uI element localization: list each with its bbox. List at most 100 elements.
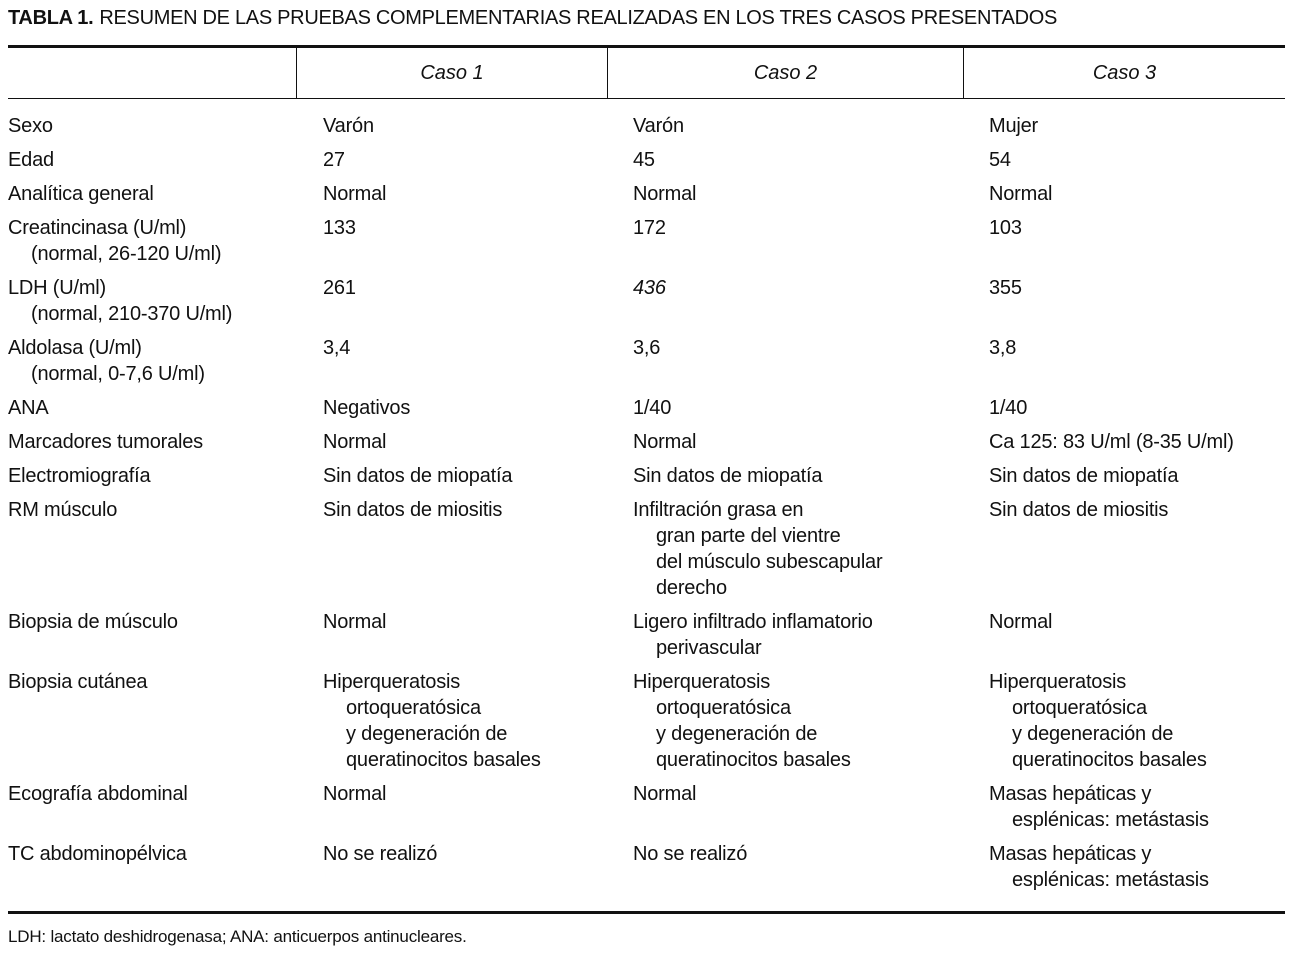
- cell-line: Hiperqueratosis: [323, 671, 461, 693]
- cell-line: 1/40: [989, 397, 1028, 419]
- row-label: Edad: [8, 147, 54, 173]
- cell-caso-1: Negativos: [323, 395, 410, 421]
- cell-line: 133: [323, 217, 356, 239]
- cell-line: Negativos: [323, 397, 411, 419]
- cell-line: Masas hepáticas y: [989, 783, 1152, 805]
- table-row: Biopsia cutánea Hiperqueratosis ortoquerat…: [0, 665, 1298, 777]
- cell-caso-1: Normal: [323, 781, 386, 807]
- top-rule: [8, 45, 1285, 48]
- row-label: Aldolasa (U/ml) (normal, 0-7,6 U/ml): [8, 335, 205, 387]
- cell-line: Normal: [323, 183, 387, 205]
- header-caso-1: Caso 1: [420, 61, 484, 84]
- cell-line: gran parte del vientre: [656, 525, 841, 547]
- cell-caso-1: 133: [323, 215, 356, 241]
- row-label: Biopsia de músculo: [8, 609, 178, 635]
- row-label: Sexo: [8, 113, 53, 139]
- cell-line: Normal: [633, 431, 697, 453]
- table-row: Biopsia de músculo Normal Ligero infiltrad…: [0, 605, 1298, 665]
- cell-line: Varón: [633, 115, 684, 137]
- cell-line: 355: [989, 277, 1022, 299]
- cell-line: Normal: [633, 783, 697, 805]
- table-body: Sexo Varón Varón Mujer Edad 27 45 54 Analítica g…: [0, 109, 1298, 897]
- cell-caso-3: Masas hepáticas y esplénicas: metástasis: [989, 841, 1209, 893]
- cell-caso-2: Ligero infiltrado inflamatorio perivascul…: [633, 609, 873, 661]
- cell-caso-1: Normal: [323, 181, 386, 207]
- cell-line: Sin datos de miopatía: [323, 465, 513, 487]
- cell-line: Creatincinasa (U/ml): [8, 217, 187, 239]
- row-label: Creatincinasa (U/ml) (normal, 26-120 U/ml…: [8, 215, 222, 267]
- cell-caso-3: 54: [989, 147, 1011, 173]
- cell-line: Sin datos de miositis: [323, 499, 503, 521]
- table-title: TABLA 1. RESUMEN DE LAS PRUEBAS COMPLEMEN…: [8, 7, 1057, 30]
- cell-caso-3: 3,8: [989, 335, 1016, 361]
- cell-line: derecho: [656, 577, 727, 599]
- row-label: Marcadores tumorales: [8, 429, 203, 455]
- table-row: Ecografía abdominal Normal Normal Masas hep…: [0, 777, 1298, 837]
- cell-line: Aldolasa (U/ml): [8, 337, 142, 359]
- cell-caso-3: Normal: [989, 181, 1052, 207]
- cell-line: esplénicas: metástasis: [1012, 869, 1209, 891]
- cell-line: No se realizó: [633, 843, 748, 865]
- cell-line: RM músculo: [8, 499, 118, 521]
- cell-caso-1: 3,4: [323, 335, 350, 361]
- cell-line: 436: [633, 277, 666, 299]
- cell-line: Varón: [323, 115, 374, 137]
- cell-line: Normal: [633, 183, 697, 205]
- cell-line: perivascular: [656, 637, 762, 659]
- cell-caso-1: Hiperqueratosis ortoqueratósica y degenera…: [323, 669, 541, 773]
- cell-line: ANA: [8, 397, 49, 419]
- cell-caso-3: 103: [989, 215, 1022, 241]
- table-row: Edad 27 45 54: [0, 143, 1298, 177]
- column-divider: [296, 48, 297, 98]
- cell-line: Marcadores tumorales: [8, 431, 203, 453]
- cell-line: Electromiografía: [8, 465, 151, 487]
- table-row: Sexo Varón Varón Mujer: [0, 109, 1298, 143]
- cell-line: Biopsia de músculo: [8, 611, 178, 633]
- cell-line: Infiltración grasa en: [633, 499, 804, 521]
- cell-caso-1: Normal: [323, 609, 386, 635]
- cell-caso-3: Sin datos de miositis: [989, 497, 1168, 523]
- cell-caso-2: 436: [633, 275, 666, 301]
- header-rule: [8, 98, 1285, 99]
- cell-caso-3: 1/40: [989, 395, 1027, 421]
- cell-line: ortoqueratósica: [656, 697, 791, 719]
- cell-caso-1: Normal: [323, 429, 386, 455]
- table-row: Analítica general Normal Normal Normal: [0, 177, 1298, 211]
- cell-caso-3: Mujer: [989, 113, 1038, 139]
- cell-line: Ligero infiltrado inflamatorio: [633, 611, 873, 633]
- cell-caso-2: Varón: [633, 113, 684, 139]
- cell-line: queratinocitos basales: [656, 749, 851, 771]
- cell-caso-2: No se realizó: [633, 841, 747, 867]
- cell-caso-2: 172: [633, 215, 666, 241]
- cell-line: 261: [323, 277, 356, 299]
- row-label: Biopsia cutánea: [8, 669, 148, 695]
- row-label: Electromiografía: [8, 463, 151, 489]
- cell-line: Normal: [323, 611, 387, 633]
- header-caso-2: Caso 2: [753, 61, 818, 84]
- cell-line: Normal: [989, 611, 1053, 633]
- cell-line: 54: [989, 149, 1011, 171]
- cell-caso-3: Ca 125: 83 U/ml (8-35 U/ml): [989, 429, 1234, 455]
- cell-caso-2: Hiperqueratosis ortoqueratósica y degenera…: [633, 669, 851, 773]
- table-row: Creatincinasa (U/ml) (normal, 26-120 U/ml…: [0, 211, 1298, 271]
- table-row: LDH (U/ml) (normal, 210-370 U/ml) 261 436 35…: [0, 271, 1298, 331]
- cell-line: (normal, 0-7,6 U/ml): [31, 363, 205, 385]
- cell-line: Normal: [989, 183, 1053, 205]
- cell-caso-3: 355: [989, 275, 1022, 301]
- cell-line: Normal: [323, 783, 387, 805]
- cell-caso-2: Normal: [633, 181, 696, 207]
- cell-caso-2: 1/40: [633, 395, 671, 421]
- cell-line: 27: [323, 149, 345, 171]
- table-row: Marcadores tumorales Normal Normal Ca 125: …: [0, 425, 1298, 459]
- cell-line: Sin datos de miopatía: [633, 465, 823, 487]
- cell-caso-3: Hiperqueratosis ortoqueratósica y degenera…: [989, 669, 1207, 773]
- cell-line: ortoqueratósica: [1012, 697, 1147, 719]
- cell-line: Ca 125: 83 U/ml (8-35 U/ml): [989, 431, 1234, 453]
- column-divider: [607, 48, 608, 98]
- cell-line: 3,4: [323, 337, 351, 359]
- cell-caso-3: Sin datos de miopatía: [989, 463, 1178, 489]
- row-label: Analítica general: [8, 181, 154, 207]
- cell-caso-2: Sin datos de miopatía: [633, 463, 822, 489]
- header-caso-3: Caso 3: [1092, 61, 1157, 84]
- table-number: TABLA 1.: [8, 7, 94, 29]
